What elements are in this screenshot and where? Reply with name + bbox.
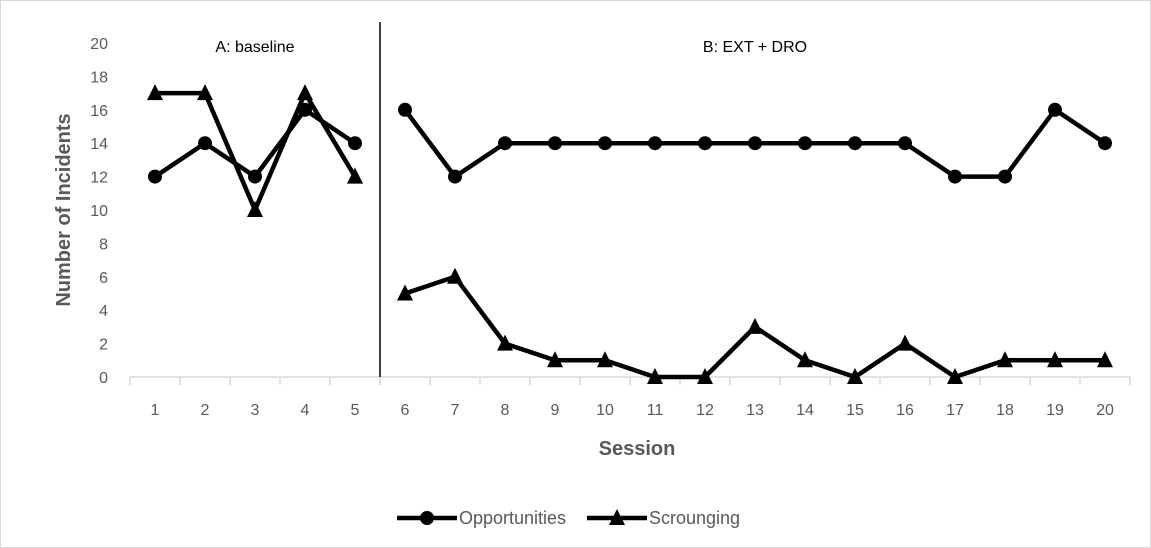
legend-label: Opportunities (459, 508, 566, 528)
x-axis: 1 2 3 4 5 6 7 8 9 10 11 12 13 14 15 16 17 18 19 20 (129, 376, 1131, 419)
data-point (348, 136, 362, 151)
data-point (648, 136, 662, 151)
y-tick-label: 2 (99, 337, 108, 354)
y-tick-label: 14 (90, 136, 108, 153)
data-point (998, 169, 1012, 184)
data-point (547, 351, 563, 368)
x-tick-label: 5 (351, 402, 360, 419)
y-tick-label: 12 (90, 170, 108, 187)
data-point (548, 136, 562, 151)
data-point (647, 368, 663, 384)
data-point (848, 136, 862, 151)
data-point (747, 317, 763, 334)
legend-item-opportunities: Opportunities (397, 508, 566, 528)
data-point (448, 169, 462, 184)
y-tick-label: 10 (90, 203, 108, 220)
x-tick-label: 10 (596, 402, 614, 419)
data-point (1098, 136, 1112, 151)
x-tick-label: 9 (551, 402, 560, 419)
data-point (497, 334, 513, 351)
data-point (948, 169, 962, 184)
legend-swatch-marker (420, 511, 434, 525)
series-group (147, 84, 1113, 384)
data-point (798, 136, 812, 151)
data-point (1047, 351, 1063, 368)
x-tick-label: 12 (696, 402, 714, 419)
data-point (897, 334, 913, 351)
data-point (1097, 351, 1113, 368)
x-tick-label: 6 (401, 402, 410, 419)
data-point (598, 136, 612, 151)
x-tick-label: 20 (1096, 402, 1114, 419)
data-point (148, 169, 162, 184)
x-tick-label: 19 (1046, 402, 1064, 419)
data-point (748, 136, 762, 151)
data-point (847, 368, 863, 384)
phase-label-treatment: B: EXT + DRO (703, 39, 807, 56)
x-tick-label: 4 (301, 402, 310, 419)
data-point (898, 136, 912, 151)
phase-change-group: A: baseline B: EXT + DRO (215, 22, 807, 377)
data-point (997, 351, 1013, 368)
x-tick-label: 18 (996, 402, 1014, 419)
y-tick-label: 4 (99, 303, 108, 320)
data-point (1048, 102, 1062, 117)
x-tick-label: 8 (501, 402, 510, 419)
data-point (247, 201, 263, 217)
y-axis-title: Number of Incidents (53, 113, 75, 306)
x-tick-label: 16 (896, 402, 914, 419)
data-point (398, 102, 412, 117)
x-tick-label: 7 (451, 402, 460, 419)
y-tick-label: 0 (99, 370, 108, 387)
data-point (248, 169, 262, 184)
data-point (297, 84, 313, 101)
data-point (147, 84, 163, 101)
data-point (698, 136, 712, 151)
legend: Opportunities Scrounging (397, 508, 740, 528)
y-tick-label: 6 (99, 270, 108, 287)
x-tick-label: 14 (796, 402, 814, 419)
x-tick-label: 3 (251, 402, 260, 419)
x-tick-label: 15 (846, 402, 864, 419)
y-tick-label: 16 (90, 103, 108, 120)
y-tick-label: 18 (90, 69, 108, 86)
data-point (347, 167, 363, 184)
data-point (597, 351, 613, 368)
x-tick-label: 2 (201, 402, 210, 419)
data-point (447, 267, 463, 284)
y-tick-label: 20 (90, 36, 108, 53)
data-point (498, 136, 512, 151)
data-point (397, 284, 413, 301)
data-point (197, 84, 213, 101)
data-point (198, 136, 212, 151)
series-scrounging (147, 84, 1113, 384)
legend-label: Scrounging (649, 508, 740, 528)
x-tick-label: 1 (151, 402, 160, 419)
data-point (697, 368, 713, 384)
data-point (947, 368, 963, 384)
x-axis-title: Session (599, 438, 676, 460)
y-axis-ticks: 0 2 4 6 8 10 12 14 16 18 20 (90, 36, 108, 387)
phase-label-baseline: A: baseline (215, 39, 294, 56)
x-tick-label: 13 (746, 402, 764, 419)
x-tick-label: 17 (946, 402, 964, 419)
y-tick-label: 8 (99, 236, 108, 253)
x-tick-label: 11 (647, 402, 664, 419)
legend-swatch-marker (609, 509, 625, 525)
legend-item-scrounging: Scrounging (587, 508, 740, 528)
data-point (797, 351, 813, 368)
